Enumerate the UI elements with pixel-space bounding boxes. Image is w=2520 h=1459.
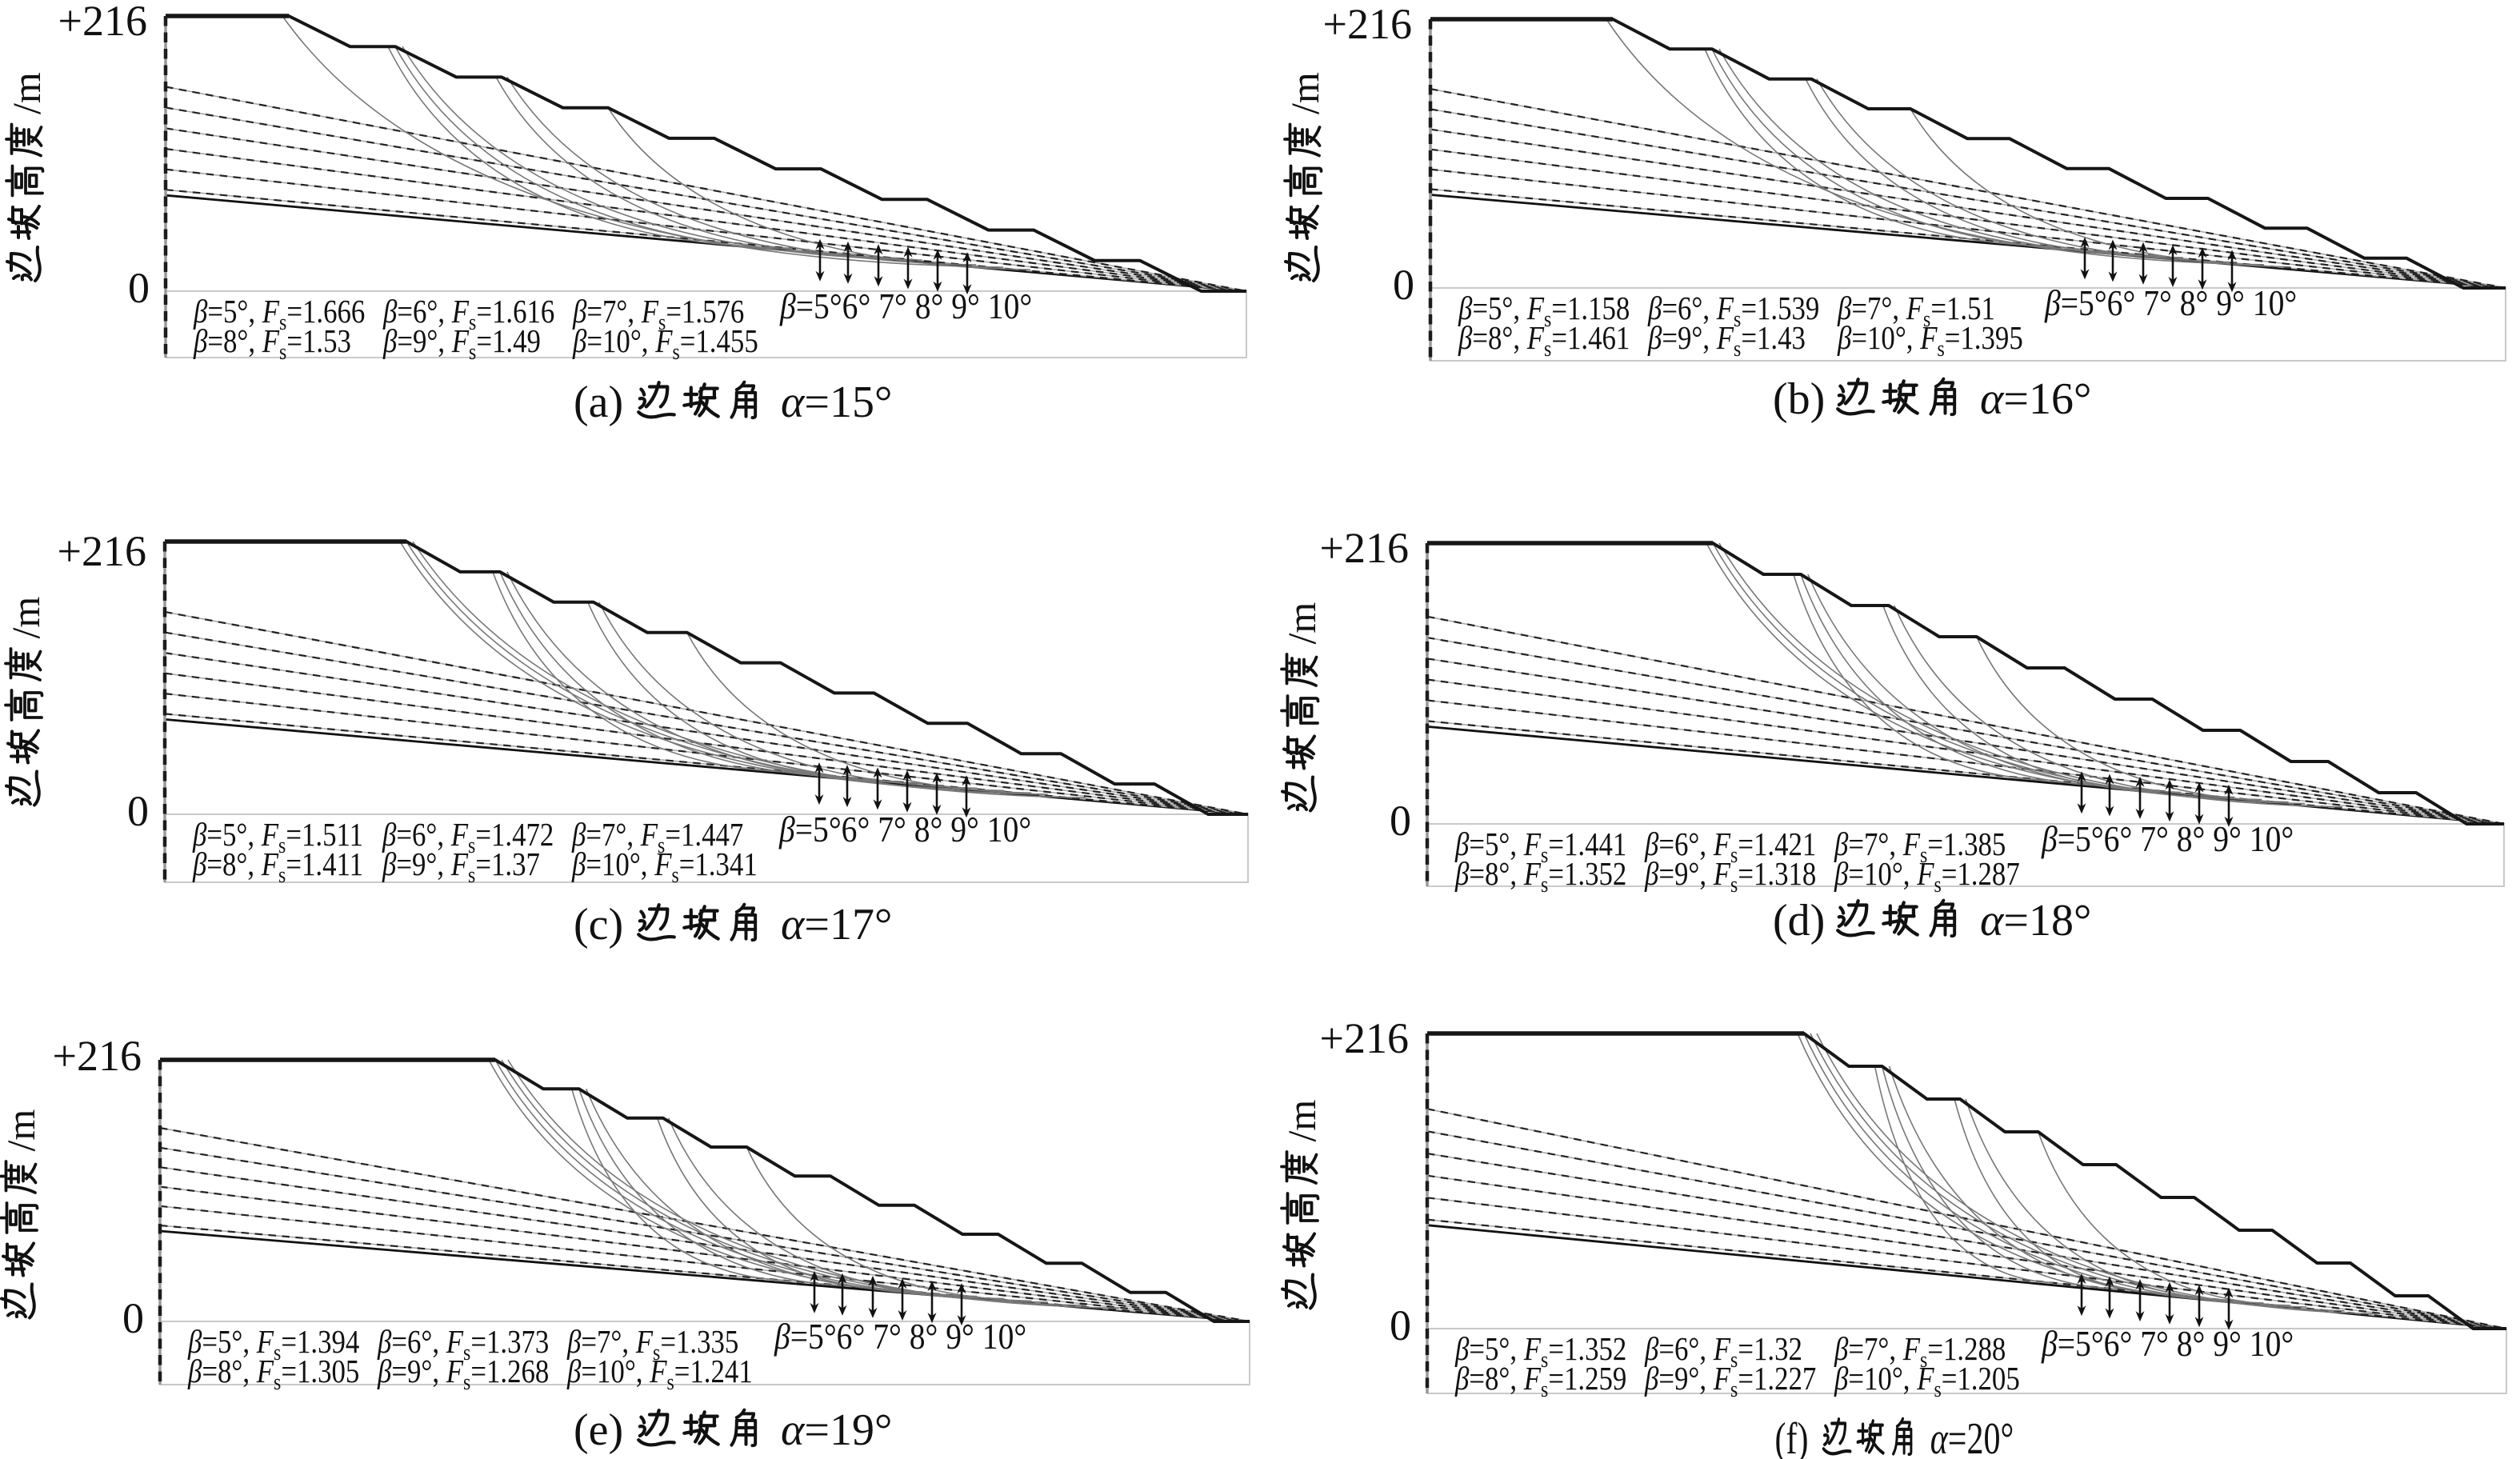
svg-text:+216: +216	[53, 1032, 142, 1080]
svg-text:β=10°, Fs=1.205: β=10°, Fs=1.205	[1834, 1361, 2020, 1401]
svg-text:β=7°, Fs=1.51: β=7°, Fs=1.51	[1837, 290, 1995, 331]
svg-text:β=9°, Fs=1.227: β=9°, Fs=1.227	[1644, 1361, 1816, 1401]
svg-text:α=19°: α=19°	[781, 1405, 892, 1455]
svg-text:β=6°, Fs=1.616: β=6°, Fs=1.616	[382, 294, 554, 334]
svg-text:β=5°6° 7° 8° 9° 10°: β=5°6° 7° 8° 9° 10°	[2041, 1325, 2294, 1365]
svg-text:β=8°, Fs=1.461: β=8°, Fs=1.461	[1458, 320, 1630, 361]
svg-text:β=5°6° 7° 8° 9° 10°: β=5°6° 7° 8° 9° 10°	[778, 810, 1031, 850]
svg-text:0: 0	[127, 787, 149, 835]
svg-text:β=5°6° 7° 8° 9° 10°: β=5°6° 7° 8° 9° 10°	[2041, 820, 2294, 860]
svg-text:β=9°, Fs=1.268: β=9°, Fs=1.268	[377, 1353, 549, 1394]
svg-text:/m: /m	[3, 597, 48, 639]
svg-text:β=6°, Fs=1.373: β=6°, Fs=1.373	[377, 1324, 549, 1365]
svg-text:β=9°, Fs=1.318: β=9°, Fs=1.318	[1644, 856, 1816, 897]
svg-text:β=10°, Fs=1.341: β=10°, Fs=1.341	[571, 846, 758, 887]
svg-text:β=5°6° 7° 8° 9° 10°: β=5°6° 7° 8° 9° 10°	[2044, 284, 2297, 324]
svg-text:β=5°6° 7° 8° 9° 10°: β=5°6° 7° 8° 9° 10°	[779, 287, 1032, 327]
svg-text:β=7°, Fs=1.288: β=7°, Fs=1.288	[1834, 1331, 2006, 1372]
svg-text:+216: +216	[1323, 0, 1412, 48]
svg-text:β=6°, Fs=1.472: β=6°, Fs=1.472	[382, 817, 554, 857]
svg-text:β=5°, Fs=1.394: β=5°, Fs=1.394	[187, 1324, 359, 1365]
svg-text:+216: +216	[1320, 524, 1409, 572]
svg-text:β=5°, Fs=1.511: β=5°, Fs=1.511	[192, 817, 363, 857]
svg-text:0: 0	[1390, 1301, 1411, 1349]
svg-text:α=18°: α=18°	[1980, 896, 2091, 945]
svg-text:β=9°, Fs=1.49: β=9°, Fs=1.49	[382, 323, 541, 364]
svg-text:β=8°, Fs=1.259: β=8°, Fs=1.259	[1454, 1361, 1626, 1401]
svg-text:β=10°, Fs=1.241: β=10°, Fs=1.241	[566, 1353, 753, 1394]
svg-text:β=5°, Fs=1.666: β=5°, Fs=1.666	[193, 294, 365, 334]
svg-text:β=8°, Fs=1.352: β=8°, Fs=1.352	[1454, 856, 1626, 897]
svg-text:β=7°, Fs=1.447: β=7°, Fs=1.447	[571, 817, 743, 857]
svg-text:β=8°, Fs=1.411: β=8°, Fs=1.411	[192, 846, 363, 887]
svg-text:+216: +216	[1320, 1014, 1409, 1062]
svg-text:β=10°, Fs=1.455: β=10°, Fs=1.455	[572, 323, 758, 364]
svg-text:(c): (c)	[574, 900, 623, 949]
svg-text:β=5°6° 7° 8° 9° 10°: β=5°6° 7° 8° 9° 10°	[774, 1317, 1026, 1357]
svg-text:β=8°, Fs=1.305: β=8°, Fs=1.305	[187, 1353, 359, 1394]
svg-text:β=5°, Fs=1.352: β=5°, Fs=1.352	[1454, 1331, 1626, 1372]
svg-text:(b): (b)	[1773, 374, 1825, 424]
svg-text:β=6°, Fs=1.421: β=6°, Fs=1.421	[1644, 826, 1816, 867]
svg-text:/m: /m	[1279, 1100, 1324, 1142]
svg-text:α=17°: α=17°	[781, 900, 892, 949]
svg-text:α=15°: α=15°	[781, 378, 892, 427]
svg-text:β=7°, Fs=1.385: β=7°, Fs=1.385	[1834, 826, 2006, 867]
svg-text:β=5°, Fs=1.441: β=5°, Fs=1.441	[1454, 826, 1626, 867]
svg-text:β=5°, Fs=1.158: β=5°, Fs=1.158	[1458, 290, 1630, 331]
svg-text:β=10°, Fs=1.287: β=10°, Fs=1.287	[1834, 856, 2020, 897]
svg-text:α=16°: α=16°	[1980, 374, 2091, 424]
svg-text:(f): (f)	[1775, 1413, 1809, 1459]
svg-text:β=8°, Fs=1.53: β=8°, Fs=1.53	[193, 323, 351, 364]
svg-text:/m: /m	[1282, 72, 1327, 114]
svg-text:/m: /m	[4, 72, 49, 114]
svg-text:β=6°, Fs=1.539: β=6°, Fs=1.539	[1647, 290, 1819, 331]
svg-text:β=10°, Fs=1.395: β=10°, Fs=1.395	[1837, 320, 2023, 361]
svg-text:β=7°, Fs=1.335: β=7°, Fs=1.335	[566, 1324, 738, 1365]
svg-text:0: 0	[122, 1294, 144, 1342]
svg-text:β=7°, Fs=1.576: β=7°, Fs=1.576	[572, 294, 744, 334]
svg-text:0: 0	[1393, 261, 1414, 309]
svg-text:+216: +216	[58, 527, 146, 575]
svg-text:(a): (a)	[574, 378, 623, 427]
svg-text:(d): (d)	[1773, 896, 1825, 945]
svg-text:α=20°: α=20°	[1930, 1413, 2014, 1459]
svg-text:(e): (e)	[574, 1405, 623, 1455]
svg-text:0: 0	[1390, 797, 1411, 845]
svg-text:β=9°, Fs=1.43: β=9°, Fs=1.43	[1647, 320, 1806, 361]
svg-text:+216: +216	[58, 0, 147, 45]
svg-text:β=6°, Fs=1.32: β=6°, Fs=1.32	[1644, 1331, 1802, 1372]
svg-text:/m: /m	[0, 1109, 43, 1152]
svg-text:β=9°, Fs=1.37: β=9°, Fs=1.37	[382, 846, 540, 887]
svg-text:0: 0	[128, 264, 150, 312]
svg-text:/m: /m	[1279, 602, 1324, 645]
